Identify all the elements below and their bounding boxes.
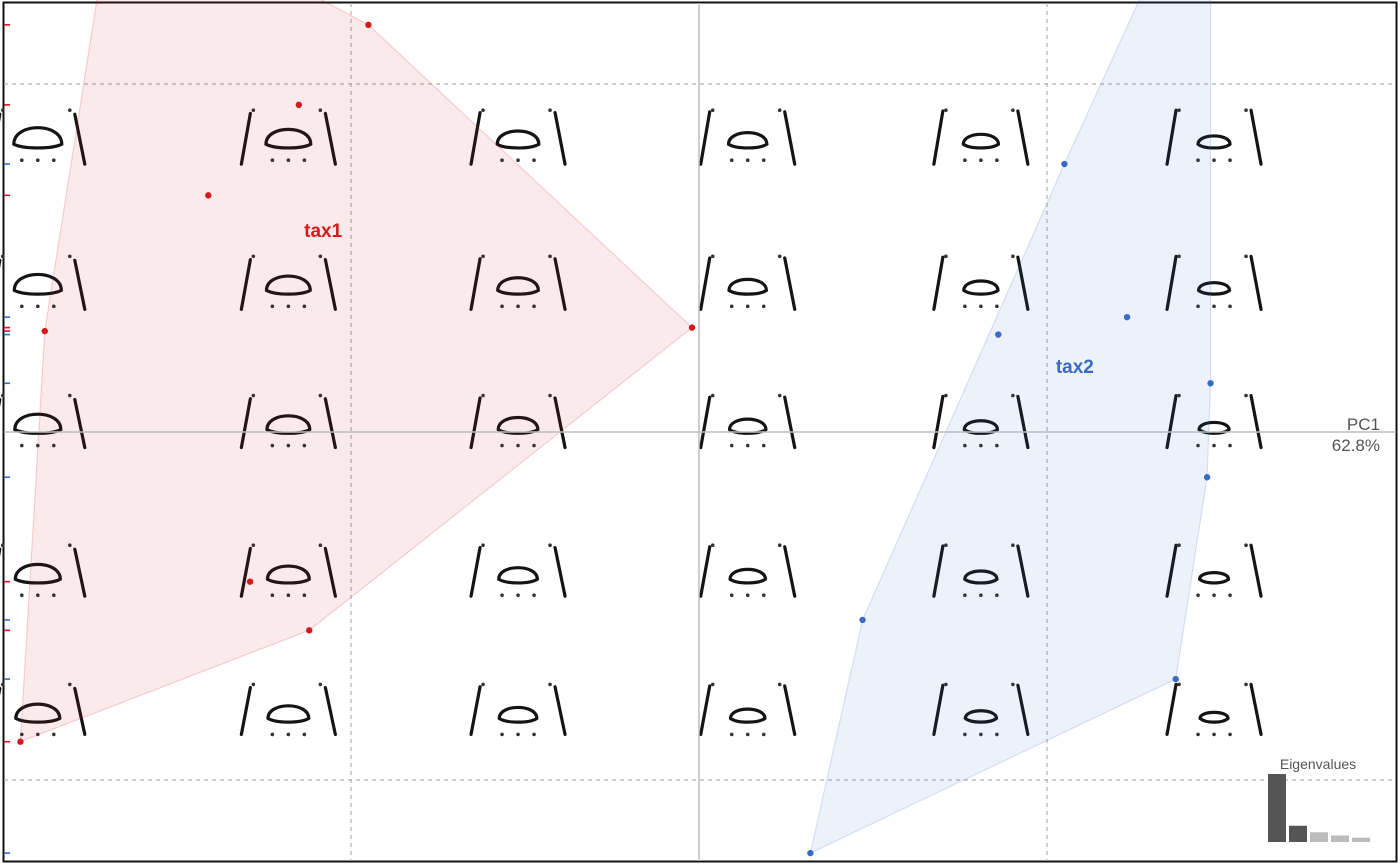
point-tax2-5 [1203,474,1211,481]
point-tax1-4 [41,327,48,335]
pc1-variance-label: 62.8% [1332,436,1380,455]
point-tax1-2 [295,101,302,109]
point-tax1-7 [306,627,313,634]
pc1-axis-label: PC1 [1347,415,1380,434]
shape-r1-c1 [239,254,337,311]
eigenvalue-bar-2 [1310,832,1328,842]
shape-r1-c0 [0,254,87,311]
shape-r1-c5 [1165,254,1263,311]
shape-grid [0,108,1263,737]
shape-r3-c1 [239,543,337,598]
convex-hulls [19,0,1212,855]
eigenvalue-bar-1 [1289,825,1307,842]
point-tax2-2 [1123,313,1131,321]
eigenvalue-bar-3 [1331,835,1349,842]
shape-r3-c3 [699,543,797,598]
shape-r4-c2 [469,682,567,737]
shape-r2-c0 [0,393,87,450]
shape-r0-c5 [1165,108,1263,166]
data-points [17,21,1214,857]
shape-r4-c0 [0,682,87,737]
shape-r3-c4 [932,543,1030,598]
hull-tax2 [809,0,1212,855]
point-tax2-8 [807,849,814,857]
eigenvalues-title: Eigenvalues [1280,756,1356,772]
point-tax1-5 [688,324,696,331]
point-tax1-1 [365,21,372,29]
shape-r3-c5 [1165,543,1263,598]
y-rug [4,24,10,854]
point-tax2-7 [1172,675,1179,683]
shape-r1-c3 [699,254,797,311]
shape-r4-c3 [699,682,797,737]
shape-r1-c4 [932,254,1030,311]
shape-r0-c1 [239,108,337,166]
point-tax1-6 [246,578,254,585]
point-tax1-8 [17,738,24,745]
shape-r3-c0 [0,543,87,598]
point-tax2-4 [1207,380,1214,387]
shape-r2-c3 [699,393,797,450]
axes [4,3,1396,861]
shape-r0-c3 [699,108,797,166]
eigenvalue-bar-0 [1268,774,1286,842]
point-tax2-6 [859,616,866,624]
shape-r0-c0 [0,108,87,166]
group-label-tax1: tax1 [304,221,342,242]
group-label-tax2: tax2 [1056,357,1094,378]
shape-r4-c5 [1165,682,1263,737]
shape-r1-c2 [469,254,567,311]
shape-r4-c1 [239,682,337,737]
point-tax2-1 [1061,160,1068,168]
shape-r0-c2 [469,108,567,166]
shape-r3-c2 [469,543,567,598]
grid-lines [4,3,1396,861]
shape-r0-c4 [932,108,1030,166]
shape-r4-c4 [932,682,1030,737]
eigenvalue-inset: Eigenvalues [1268,756,1370,842]
eigenvalue-bar-4 [1352,837,1370,842]
point-tax2-3 [995,331,1002,338]
point-tax1-3 [205,192,212,199]
group-labels: tax1tax2tax3 [304,221,1094,378]
